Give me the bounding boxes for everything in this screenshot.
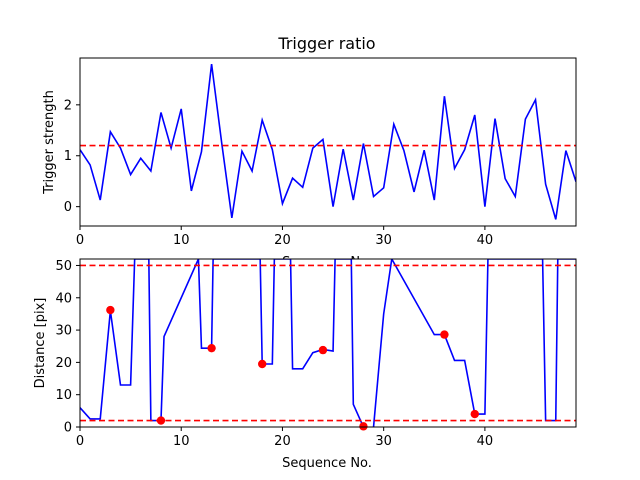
x-tick-label: 20 — [274, 233, 291, 248]
y-tick-label: 20 — [55, 356, 72, 371]
red-marker-point — [207, 343, 216, 353]
x-tick-label: 0 — [76, 434, 84, 449]
x-tick-label: 40 — [477, 233, 494, 248]
red-marker-point — [318, 345, 328, 355]
red-marker-point — [258, 359, 267, 369]
y-tick-label: 40 — [55, 291, 72, 306]
y-tick-label: 0 — [64, 421, 72, 436]
x-tick-label: 0 — [76, 233, 84, 248]
bottom-subplot: Sequence No. Distance [pix] 0 10 20 30 40 0 10… — [33, 258, 577, 471]
bottom-axes-frame — [79, 258, 577, 428]
red-marker-point — [440, 330, 449, 339]
x-tick-label: 40 — [477, 434, 494, 449]
x-tick-label: 10 — [173, 434, 190, 449]
bottom-axes-background — [80, 259, 576, 427]
top-chart-title: Trigger ratio — [277, 34, 375, 53]
y-tick-label: 0 — [64, 200, 72, 215]
y-tick-label: 30 — [55, 324, 72, 339]
x-tick-label: 20 — [274, 434, 291, 449]
red-marker-point — [156, 416, 166, 425]
top-series-line — [80, 64, 576, 220]
top-y-axis-label: Trigger strength — [42, 90, 57, 195]
y-tick-label: 1 — [64, 149, 72, 164]
red-marker-point — [359, 422, 368, 431]
red-marker-point — [106, 305, 115, 315]
x-tick-label: 10 — [173, 233, 190, 248]
x-tick-label: 30 — [375, 434, 392, 449]
bottom-y-axis-label: Distance [pix] — [33, 298, 48, 389]
red-marker-point — [470, 409, 479, 419]
y-tick-label: 2 — [64, 98, 72, 113]
x-tick-label: 30 — [375, 233, 392, 248]
bottom-x-axis-label: Sequence No. — [282, 456, 372, 471]
y-tick-label: 10 — [55, 388, 72, 403]
top-axes-frame — [79, 57, 577, 227]
bottom-series-line — [80, 259, 576, 427]
y-tick-label: 50 — [55, 259, 72, 274]
